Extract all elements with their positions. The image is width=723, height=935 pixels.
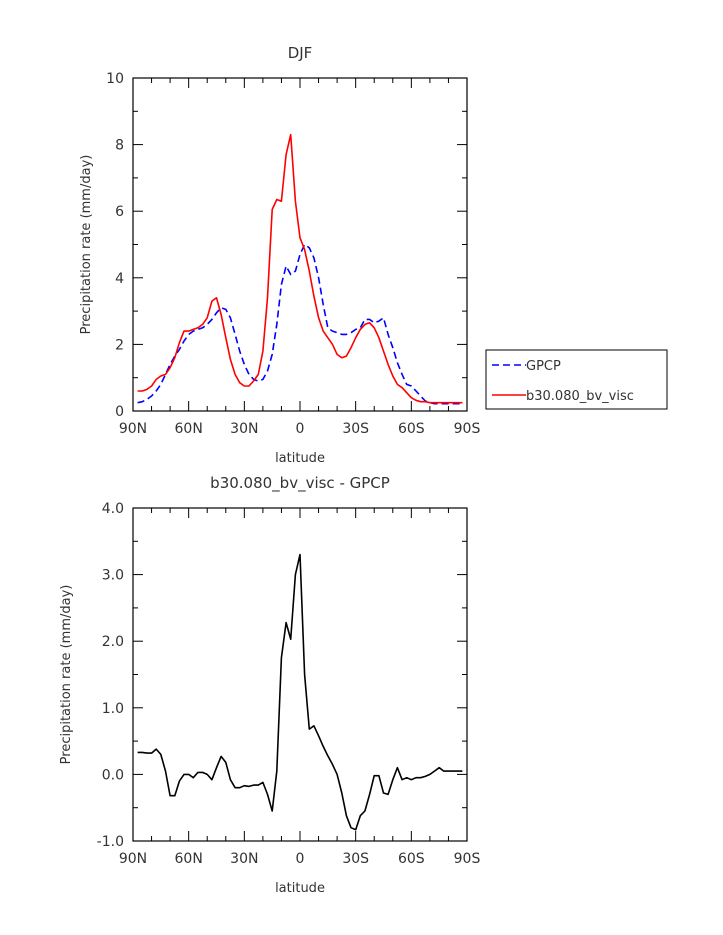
x-tick-label: 60S <box>398 851 425 867</box>
y-tick-label: 0.0 <box>102 767 124 783</box>
series-line-gpcp <box>137 243 463 405</box>
plot-frame <box>132 77 468 412</box>
y-tick-label: 10 <box>106 71 124 87</box>
y-tick-label: 6 <box>115 204 124 220</box>
x-tick-label: 60N <box>175 851 203 867</box>
y-axis-label: Precipitation rate (mm/day) <box>59 585 74 765</box>
y-tick-label: 2.0 <box>102 634 124 650</box>
x-axis-label: latitude <box>275 881 325 896</box>
x-tick-label: 0 <box>296 421 305 437</box>
legend: GPCP b30.080_bv_visc <box>485 349 668 410</box>
y-tick-label: 3.0 <box>102 568 124 584</box>
chart-title: DJF <box>288 44 313 62</box>
y-tick-label: 0 <box>115 404 124 420</box>
top-panel-djf: 90N 60N 30N 0 30S 60S 90S 0 2 4 6 8 10 DJF latitude Pre… <box>79 44 668 466</box>
y-tick-label: 2 <box>115 337 124 353</box>
y-tick-label: 4 <box>115 271 124 287</box>
x-tick-label: 90S <box>454 851 481 867</box>
legend-entry: b30.080_bv_visc <box>526 389 634 404</box>
series-line-b30-080-bv-visc <box>137 133 463 404</box>
x-tick-label: 90N <box>119 851 147 867</box>
legend-entry: GPCP <box>526 359 561 374</box>
x-tick-label: 30N <box>230 421 258 437</box>
bottom-panel-difference: 90N 60N 30N 0 30S 60S 90S -1.0 0.0 1.0 2.0 3.0 4.0 b3… <box>59 474 480 896</box>
x-tick-label: 0 <box>296 851 305 867</box>
y-tick-label: -1.0 <box>97 834 124 850</box>
y-axis-label: Precipitation rate (mm/day) <box>79 155 94 335</box>
legend-box <box>485 349 668 410</box>
y-tick-label: 1.0 <box>102 701 124 717</box>
series-line-difference <box>137 553 463 831</box>
x-tick-label: 90N <box>119 421 147 437</box>
x-tick-label: 30S <box>342 851 369 867</box>
y-tick-label: 8 <box>115 138 124 154</box>
x-tick-label: 30S <box>342 421 369 437</box>
chart-title: b30.080_bv_visc - GPCP <box>210 474 390 493</box>
x-axis-label: latitude <box>275 451 325 466</box>
x-tick-label: 90S <box>454 421 481 437</box>
x-tick-label: 30N <box>230 851 258 867</box>
x-tick-label: 60N <box>175 421 203 437</box>
x-tick-label: 60S <box>398 421 425 437</box>
y-tick-label: 4.0 <box>102 501 124 517</box>
